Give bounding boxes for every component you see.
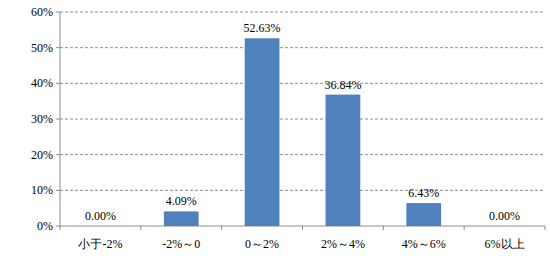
x-tick bbox=[383, 226, 384, 230]
y-tick-label: 60% bbox=[31, 5, 53, 19]
chart-container: 0% 10% 20% 30% 40% 50% 60% 0.00% 小于-2% 4.09% -2%～0… bbox=[0, 0, 550, 256]
grid-line bbox=[60, 83, 545, 84]
grid-line bbox=[60, 12, 545, 13]
data-label: 0.00% bbox=[85, 209, 116, 223]
grid-line bbox=[60, 154, 545, 155]
x-tick-label: -2%～0 bbox=[162, 237, 200, 251]
y-tick-label: 40% bbox=[31, 76, 53, 90]
data-label: 6.43% bbox=[408, 186, 439, 200]
data-label: 52.63% bbox=[244, 21, 281, 35]
x-tick-label: 4%～6% bbox=[402, 237, 446, 251]
y-tick bbox=[56, 226, 60, 227]
x-tick bbox=[302, 226, 303, 230]
y-tick-label: 50% bbox=[31, 41, 53, 55]
x-tick bbox=[545, 226, 546, 230]
bars bbox=[164, 38, 441, 226]
bar bbox=[83, 226, 118, 227]
y-tick-label: 20% bbox=[31, 148, 53, 162]
y-tick bbox=[56, 12, 60, 13]
x-tick-label: 0～2% bbox=[245, 237, 279, 251]
x-tick bbox=[60, 226, 61, 230]
y-tick bbox=[56, 154, 60, 155]
y-tick bbox=[56, 119, 60, 120]
data-label: 0.00% bbox=[489, 209, 520, 223]
y-tick-label: 10% bbox=[31, 183, 53, 197]
bar bbox=[164, 211, 199, 226]
x-tick-label: 2%～4% bbox=[321, 237, 365, 251]
x-tick bbox=[464, 226, 465, 230]
y-tick bbox=[56, 47, 60, 48]
grid-line bbox=[60, 190, 545, 191]
y-tick-label: 0% bbox=[37, 219, 53, 233]
y-tick bbox=[56, 83, 60, 84]
bar bbox=[406, 203, 441, 226]
x-tick bbox=[140, 226, 141, 230]
x-tick-label: 6%以上 bbox=[485, 237, 525, 251]
y-axis bbox=[60, 12, 61, 226]
bar bbox=[245, 38, 280, 226]
y-tick bbox=[56, 190, 60, 191]
chart-svg: 0% 10% 20% 30% 40% 50% 60% 0.00% 小于-2% 4.09% -2%～0… bbox=[0, 0, 550, 256]
grid-line bbox=[60, 47, 545, 48]
bar bbox=[487, 226, 522, 227]
y-tick-label: 30% bbox=[31, 112, 53, 126]
data-label: 36.84% bbox=[324, 78, 361, 92]
bar bbox=[326, 95, 361, 226]
x-tick-label: 小于-2% bbox=[78, 237, 122, 251]
x-tick bbox=[221, 226, 222, 230]
grid-line bbox=[60, 119, 545, 120]
data-label: 4.09% bbox=[166, 194, 197, 208]
